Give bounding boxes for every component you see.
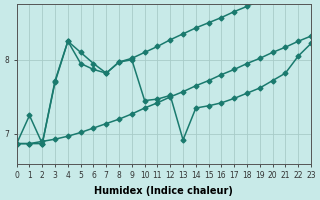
X-axis label: Humidex (Indice chaleur): Humidex (Indice chaleur) (94, 186, 233, 196)
